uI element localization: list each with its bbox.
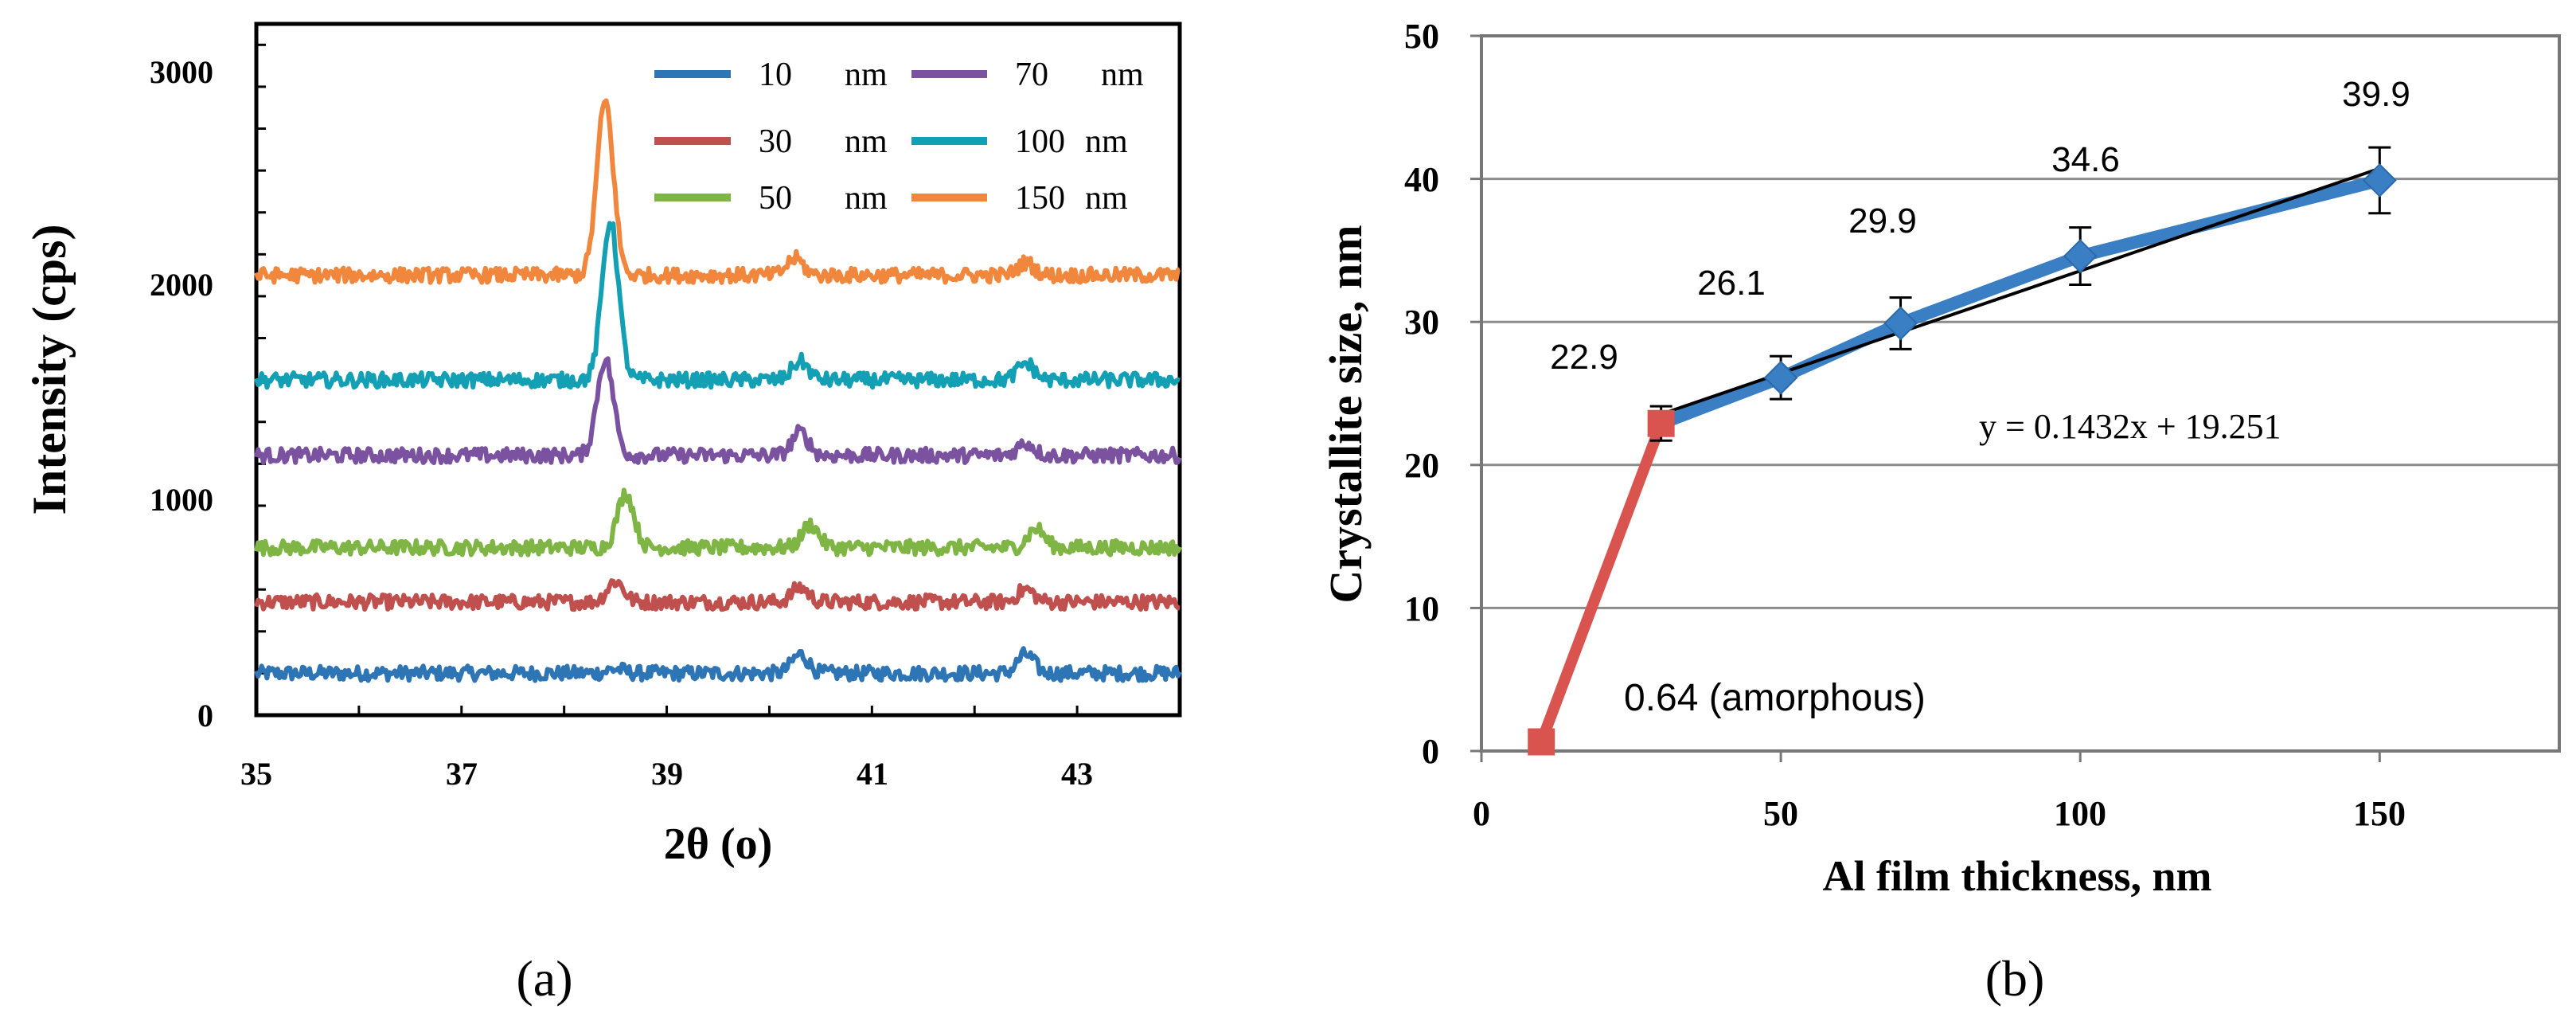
panel-b-x-tick-label: 50 xyxy=(1763,794,1798,833)
legend-label-150nm-unit: nm xyxy=(1085,180,1128,217)
panel-a-caption: (a) xyxy=(516,950,572,1007)
crystallite-marker xyxy=(1763,360,1798,395)
panel-a-x-axis-label: 2θ (o) xyxy=(664,820,773,869)
panel-a-xrd-chart: 0 1000 2000 3000 35 37 39 41 43 2θ (o) I… xyxy=(23,22,1182,1007)
xrd-line-70nm xyxy=(254,356,1182,465)
panel-a-x-tick-label: 43 xyxy=(1061,756,1093,792)
xrd-line-30nm xyxy=(254,578,1181,612)
panel-a-legend: 10 nm 30 nm 50 nm 70 nm 100 nm 150 nm xyxy=(654,57,1144,217)
panel-a-y-tick-label: 1000 xyxy=(150,482,213,518)
data-label-39-9: 39.9 xyxy=(2342,75,2410,114)
amorphous-annotation: 0.64 (amorphous) xyxy=(1624,677,1926,719)
legend-label-100nm-value: 100 xyxy=(1015,123,1065,160)
panel-a-y-tick-label: 2000 xyxy=(150,267,213,303)
panel-a-x-tick-label: 37 xyxy=(446,756,478,792)
panel-a-x-tick-label: 41 xyxy=(857,756,888,792)
panel-b-caption: (b) xyxy=(1985,950,2045,1007)
panel-b-x-tick-label: 0 xyxy=(1473,794,1490,833)
legend-label-100nm-unit: nm xyxy=(1085,123,1128,160)
panel-b-y-tick-label: 30 xyxy=(1404,303,1439,342)
xrd-line-50nm xyxy=(254,487,1182,557)
panel-b-x-tick-label: 150 xyxy=(2353,794,2406,833)
xrd-line-150nm xyxy=(254,98,1181,285)
amorphous-line xyxy=(1536,417,1667,748)
data-label-34-6: 34.6 xyxy=(2051,140,2120,179)
amorphous-marker xyxy=(1528,728,1555,756)
xrd-line-10nm xyxy=(254,646,1182,683)
legend-label-30nm-unit: nm xyxy=(845,123,888,160)
crystallite-marker xyxy=(1883,306,1918,341)
crystallite-marker xyxy=(2063,239,2098,273)
trendline-equation: y = 0.1432x + 19.251 xyxy=(1979,407,2281,446)
panel-a-y-axis-label: Intensity (cps) xyxy=(23,224,76,514)
panel-b-y-tick-label: 40 xyxy=(1404,160,1439,199)
legend-label-70nm-unit: nm xyxy=(1101,57,1144,93)
panel-a-y-tick-label: 3000 xyxy=(150,54,213,90)
panel-b-y-axis-label: Crystallite size, nm xyxy=(1320,225,1372,603)
legend-label-50nm-unit: nm xyxy=(845,180,888,217)
legend-label-150nm-value: 150 xyxy=(1015,180,1065,217)
data-label-22-9: 22.9 xyxy=(1550,338,1618,377)
legend-label-10nm-value: 10 xyxy=(759,57,792,93)
panel-b-y-tick-label: 10 xyxy=(1404,589,1439,628)
data-label-29-9: 29.9 xyxy=(1848,201,1917,241)
crystallite-marker xyxy=(2362,162,2397,198)
xrd-line-100nm xyxy=(254,221,1181,390)
panel-b-plot-frame xyxy=(1480,34,2561,753)
panel-b-ticks xyxy=(1470,34,2381,762)
panel-a-y-tick-label: 0 xyxy=(197,698,213,733)
panel-a-series-group xyxy=(254,98,1182,683)
crystallite-line xyxy=(1654,174,2387,430)
legend-label-30nm-value: 30 xyxy=(759,123,792,160)
panel-b-crystallite-chart: 0 10 20 30 40 50 0 50 100 150 Al film th… xyxy=(1320,17,2561,1007)
panel-b-gridlines xyxy=(1481,178,2559,609)
panel-a-ticks xyxy=(255,43,1181,717)
legend-label-70nm-value: 70 xyxy=(1015,57,1048,93)
panel-a-x-tick-label: 35 xyxy=(240,756,272,792)
panel-b-x-axis-label: Al film thickness, nm xyxy=(1822,852,2211,900)
amorphous-marker xyxy=(1647,409,1675,437)
panel-b-y-tick-label: 0 xyxy=(1422,732,1439,771)
data-label-26-1: 26.1 xyxy=(1697,264,1766,303)
panel-b-series-group xyxy=(1528,146,2397,756)
panel-b-x-tick-label: 100 xyxy=(2054,794,2106,833)
legend-label-10nm-unit: nm xyxy=(845,57,888,93)
panel-a-plot-frame xyxy=(254,22,1182,718)
panel-b-y-tick-label: 50 xyxy=(1404,17,1439,56)
legend-label-50nm-value: 50 xyxy=(759,180,792,217)
panel-b-y-tick-label: 20 xyxy=(1404,446,1439,485)
panel-a-x-tick-label: 39 xyxy=(651,756,683,792)
